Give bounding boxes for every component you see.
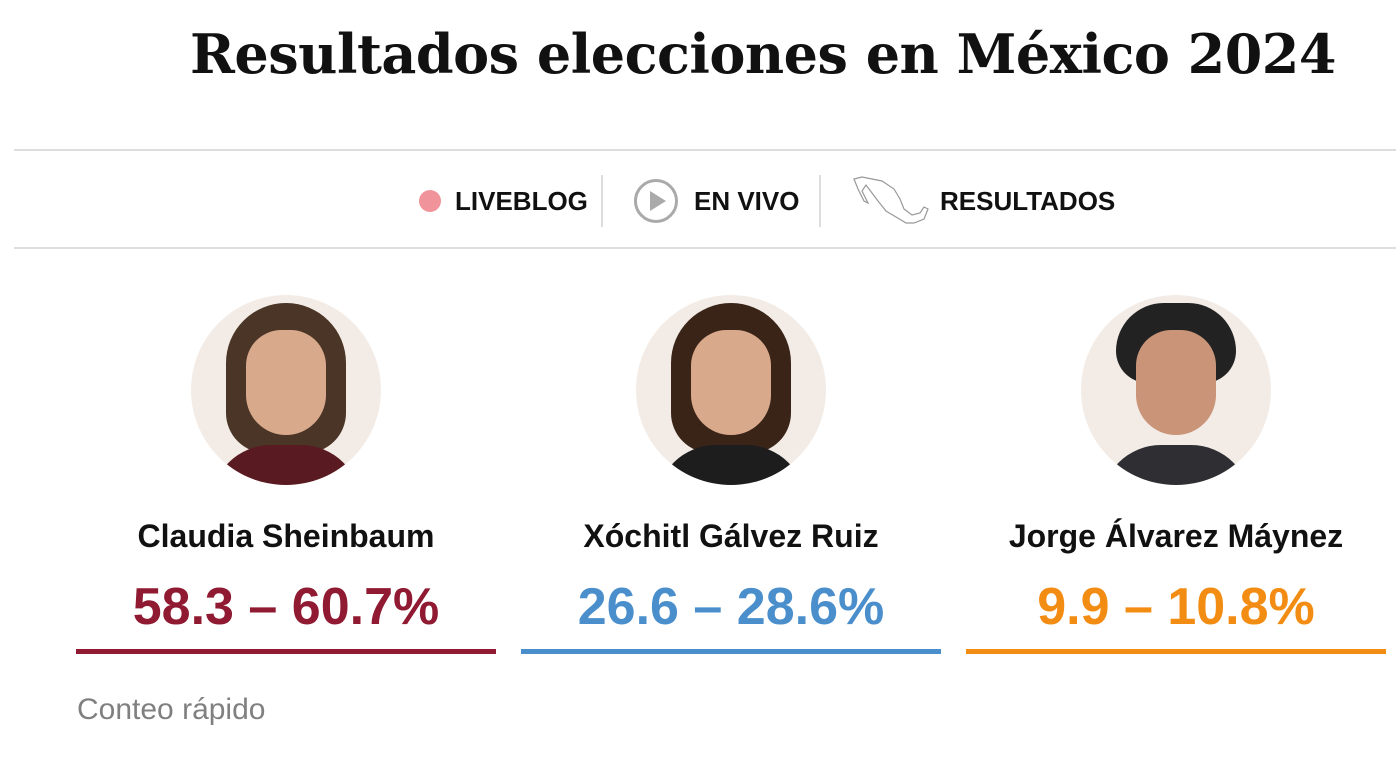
nav-en-vivo[interactable]: EN VIVO [634,175,799,227]
nav-en-vivo-label: EN VIVO [694,185,800,216]
mexico-map-icon [853,176,929,224]
candidate-photo [191,295,381,485]
candidate-card: Xóchitl Gálvez Ruiz 26.6 – 28.6% [521,295,941,654]
nav-liveblog[interactable]: LIVEBLOG [419,175,588,227]
nav-divider [601,175,603,227]
nav-divider [819,175,821,227]
candidate-color-bar [76,649,496,654]
play-icon [634,179,678,223]
nav-resultados-label: RESULTADOS [940,185,1116,216]
candidate-color-bar [521,649,941,654]
candidate-range: 9.9 – 10.8% [1037,578,1315,636]
candidate-photo [1081,295,1271,485]
candidate-card: Claudia Sheinbaum 58.3 – 60.7% [76,295,496,654]
candidate-name: Claudia Sheinbaum [137,518,435,554]
candidate-card: Jorge Álvarez Máynez 9.9 – 10.8% [966,295,1386,654]
candidate-range: 26.6 – 28.6% [577,578,885,636]
candidate-name: Jorge Álvarez Máynez [1008,518,1344,554]
nav-liveblog-label: LIVEBLOG [455,185,588,216]
nav-bar: LIVEBLOG EN VIVO RESULTADOS [14,149,1396,249]
page-title: Resultados elecciones en México 2024 [190,22,1336,86]
nav-resultados[interactable]: RESULTADOS [852,175,1115,227]
candidate-photo [636,295,826,485]
source-note: Conteo rápido [77,693,266,726]
candidate-name: Xóchitl Gálvez Ruiz [583,518,879,554]
live-dot-icon [419,190,441,212]
candidate-range: 58.3 – 60.7% [132,578,440,636]
candidate-color-bar [966,649,1386,654]
